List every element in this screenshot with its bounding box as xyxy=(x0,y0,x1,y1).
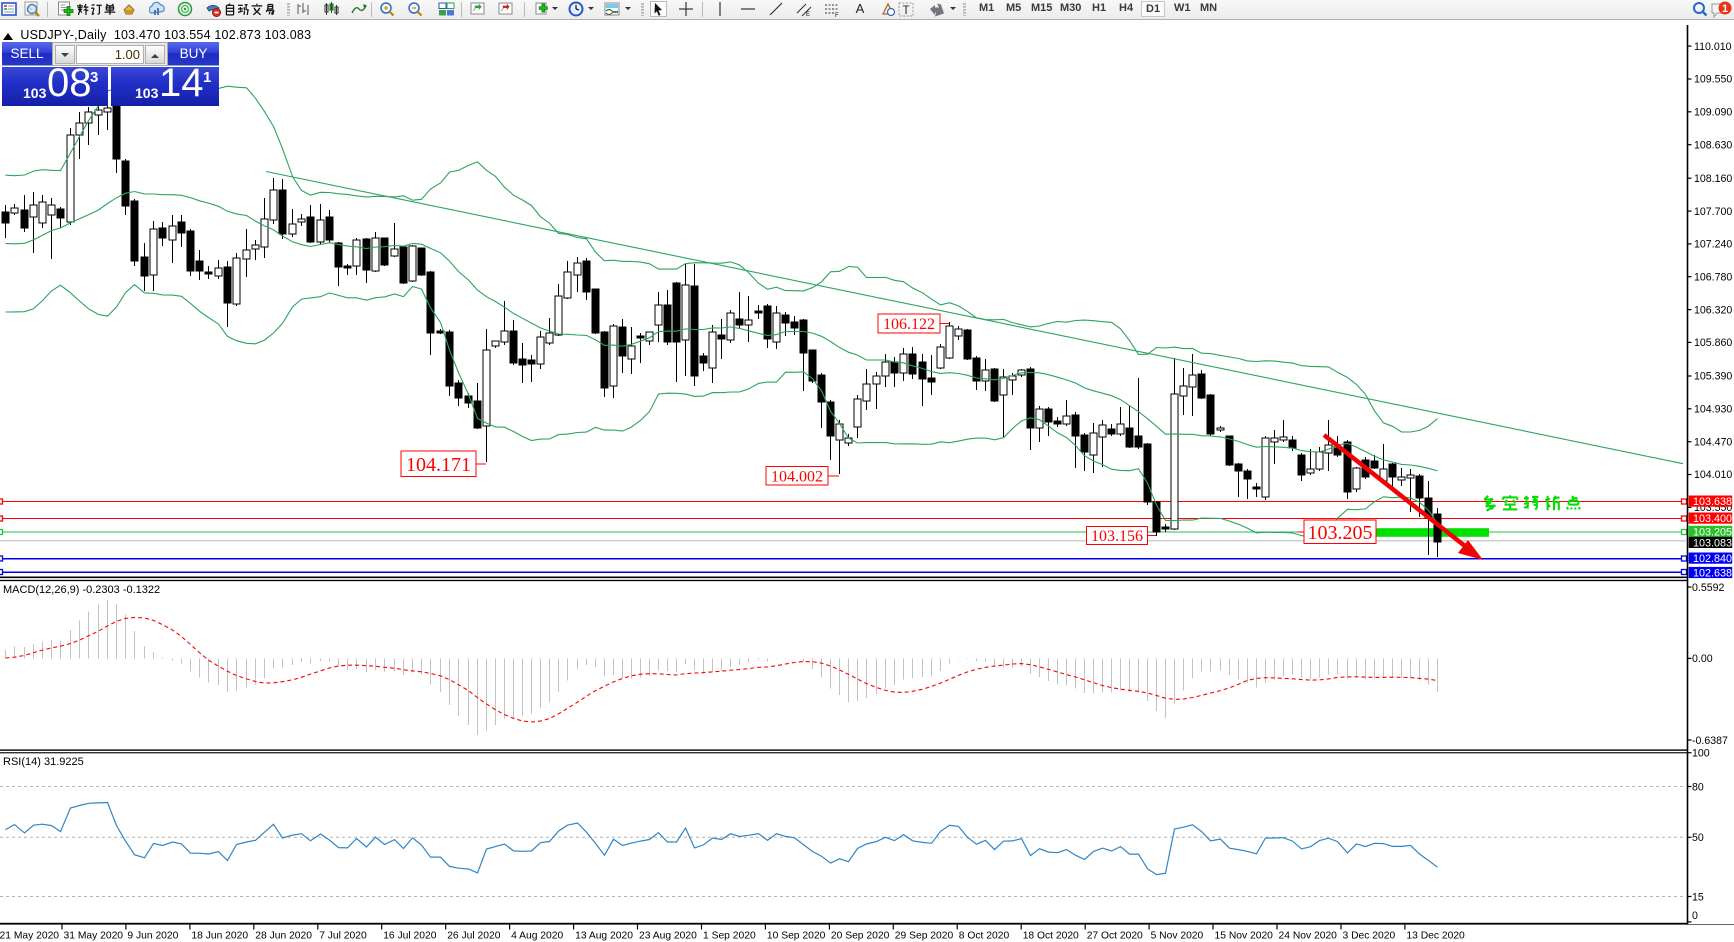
svg-text:108.160: 108.160 xyxy=(1694,173,1732,185)
svg-text:105.860: 105.860 xyxy=(1694,337,1732,349)
svg-text:24 Nov 2020: 24 Nov 2020 xyxy=(1279,931,1338,942)
svg-text:50: 50 xyxy=(1692,832,1704,844)
svg-text:100: 100 xyxy=(1692,748,1710,760)
svg-text:1: 1 xyxy=(1722,3,1728,15)
svg-text:0.00: 0.00 xyxy=(1692,653,1713,665)
svg-text:104.010: 104.010 xyxy=(1694,469,1732,481)
svg-text:1 Sep 2020: 1 Sep 2020 xyxy=(703,931,756,942)
svg-text:103.083: 103.083 xyxy=(1693,537,1732,549)
svg-text:104.002: 104.002 xyxy=(771,468,823,485)
svg-text:13 Dec 2020: 13 Dec 2020 xyxy=(1406,931,1465,942)
svg-text:104.470: 104.470 xyxy=(1694,436,1732,448)
svg-text:110.010: 110.010 xyxy=(1694,41,1732,53)
svg-text:18 Oct 2020: 18 Oct 2020 xyxy=(1023,931,1079,942)
svg-text:108.630: 108.630 xyxy=(1694,139,1732,151)
svg-text:105.390: 105.390 xyxy=(1694,371,1732,383)
svg-text:102.638: 102.638 xyxy=(1693,567,1732,579)
svg-text:10 Sep 2020: 10 Sep 2020 xyxy=(767,931,826,942)
svg-text:20 Sep 2020: 20 Sep 2020 xyxy=(831,931,890,942)
svg-text:103.550: 103.550 xyxy=(1694,502,1732,514)
svg-text:E: E xyxy=(806,12,810,18)
svg-text:106.320: 106.320 xyxy=(1694,304,1732,316)
svg-text:15 Nov 2020: 15 Nov 2020 xyxy=(1215,931,1274,942)
svg-text:0: 0 xyxy=(1692,910,1698,922)
svg-text:16 Jul 2020: 16 Jul 2020 xyxy=(383,931,437,942)
svg-text:0.5592: 0.5592 xyxy=(1692,582,1725,594)
svg-text:31 May 2020: 31 May 2020 xyxy=(64,931,124,942)
svg-text:27 Oct 2020: 27 Oct 2020 xyxy=(1087,931,1143,942)
svg-text:104.171: 104.171 xyxy=(406,454,471,476)
svg-text:4 Aug 2020: 4 Aug 2020 xyxy=(511,931,563,942)
svg-text:28 Jun 2020: 28 Jun 2020 xyxy=(255,931,312,942)
svg-text:9 Jun 2020: 9 Jun 2020 xyxy=(127,931,178,942)
svg-text:103.205: 103.205 xyxy=(1693,526,1732,538)
svg-text:107.700: 107.700 xyxy=(1694,206,1732,218)
svg-text:3 Dec 2020: 3 Dec 2020 xyxy=(1343,931,1396,942)
svg-text:103.400: 103.400 xyxy=(1693,513,1732,525)
svg-text:F: F xyxy=(835,13,839,18)
svg-text:80: 80 xyxy=(1692,781,1704,793)
svg-text:8 Oct 2020: 8 Oct 2020 xyxy=(959,931,1010,942)
svg-text:29 Sep 2020: 29 Sep 2020 xyxy=(895,931,954,942)
svg-text:21 May 2020: 21 May 2020 xyxy=(0,931,59,942)
svg-text:T: T xyxy=(902,3,910,17)
svg-text:15: 15 xyxy=(1692,891,1704,903)
svg-text:23 Aug 2020: 23 Aug 2020 xyxy=(639,931,697,942)
svg-text:102.840: 102.840 xyxy=(1693,553,1732,565)
svg-text:MACD(12,26,9) -0.2303 -0.1322: MACD(12,26,9) -0.2303 -0.1322 xyxy=(3,584,160,596)
svg-text:26 Jul 2020: 26 Jul 2020 xyxy=(447,931,501,942)
svg-text:18 Jun 2020: 18 Jun 2020 xyxy=(191,931,248,942)
svg-text:-0.6387: -0.6387 xyxy=(1692,735,1728,747)
svg-text:7 Jul 2020: 7 Jul 2020 xyxy=(319,931,367,942)
svg-text:5 Nov 2020: 5 Nov 2020 xyxy=(1151,931,1204,942)
svg-text:107.240: 107.240 xyxy=(1694,239,1732,251)
svg-text:106.780: 106.780 xyxy=(1694,272,1732,284)
svg-text:106.122: 106.122 xyxy=(883,316,935,333)
svg-text:109.550: 109.550 xyxy=(1694,74,1732,86)
svg-text:103.638: 103.638 xyxy=(1693,496,1732,508)
svg-text:RSI(14) 31.9225: RSI(14) 31.9225 xyxy=(3,756,84,768)
svg-text:103.156: 103.156 xyxy=(1091,528,1143,545)
svg-text:103.205: 103.205 xyxy=(1308,522,1373,544)
svg-text:13 Aug 2020: 13 Aug 2020 xyxy=(575,931,633,942)
svg-text:104.930: 104.930 xyxy=(1694,404,1732,416)
svg-text:109.090: 109.090 xyxy=(1694,107,1732,119)
